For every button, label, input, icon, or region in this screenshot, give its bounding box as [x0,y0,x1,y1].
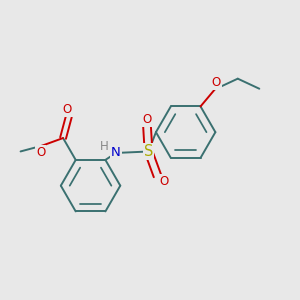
Text: O: O [36,146,45,159]
Text: O: O [63,103,72,116]
Text: O: O [212,76,221,89]
Text: S: S [144,144,153,159]
Text: O: O [159,175,169,188]
Text: O: O [142,113,152,126]
Text: H: H [100,140,109,153]
Text: N: N [111,146,121,160]
